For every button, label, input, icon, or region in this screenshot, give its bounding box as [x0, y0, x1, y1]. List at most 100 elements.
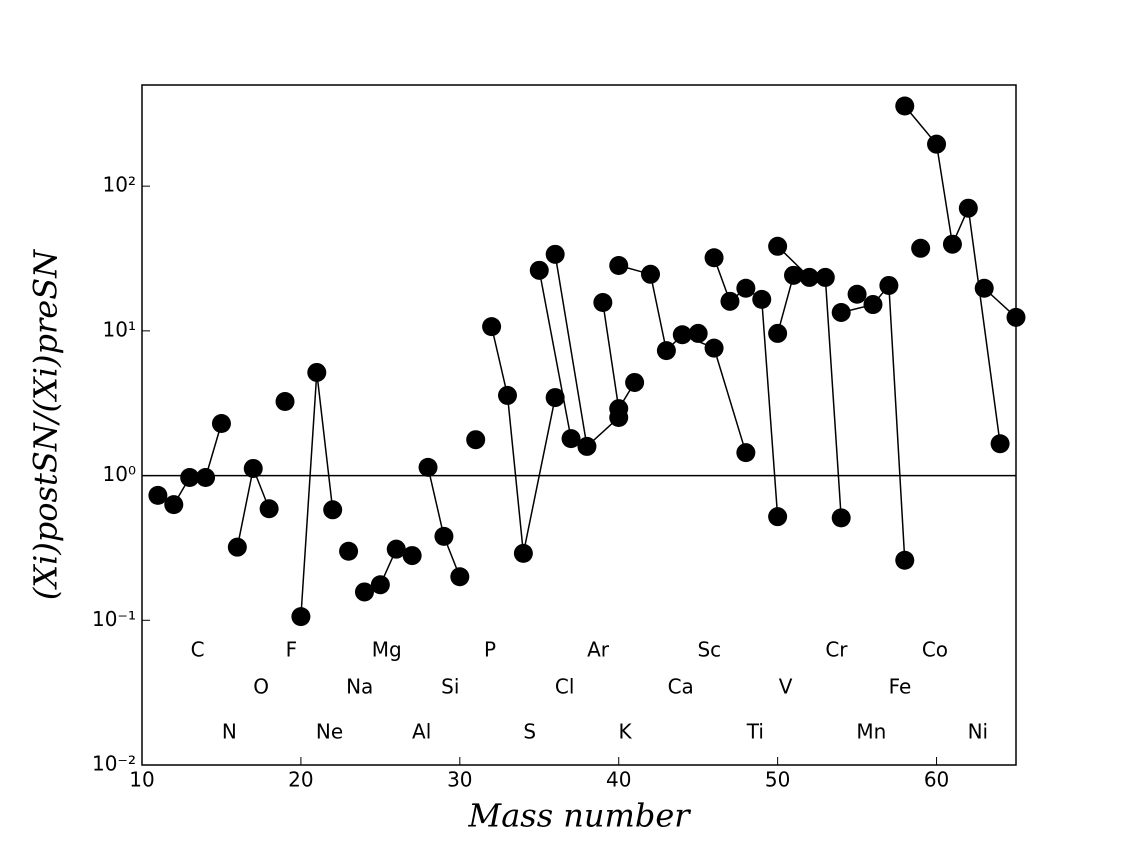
data-point	[434, 526, 454, 546]
element-label: Ti	[746, 720, 764, 744]
element-label: F	[286, 637, 298, 661]
element-label: P	[484, 637, 496, 661]
data-point	[402, 546, 422, 566]
data-point	[752, 289, 772, 309]
data-point	[895, 96, 915, 116]
data-point	[831, 302, 851, 322]
data-point	[227, 537, 247, 557]
x-tick-label: 40	[606, 768, 631, 792]
data-point	[625, 372, 645, 392]
data-point	[609, 255, 629, 275]
element-label: Mn	[856, 720, 886, 744]
data-point	[291, 607, 311, 627]
data-point	[243, 458, 263, 478]
data-point	[211, 414, 231, 434]
element-label: Ni	[968, 720, 989, 744]
x-tick-label: 20	[288, 768, 313, 792]
x-axis-label: Mass number	[467, 797, 691, 835]
data-point	[641, 264, 661, 284]
series-line	[538, 270, 572, 439]
element-label: Ca	[668, 675, 694, 699]
element-label: Cl	[555, 675, 575, 699]
x-tick-label: 10	[129, 768, 154, 792]
data-point	[799, 267, 819, 287]
data-point	[768, 507, 788, 527]
data-point	[529, 260, 549, 280]
y-tick-label: 10⁰	[103, 462, 136, 486]
data-point	[768, 236, 788, 256]
plot-frame	[141, 84, 1017, 766]
data-point	[561, 429, 581, 449]
data-point	[704, 248, 724, 268]
data-point	[847, 284, 867, 304]
data-point	[593, 293, 613, 313]
data-point	[196, 467, 216, 487]
data-point	[577, 436, 597, 456]
data-point	[784, 265, 804, 285]
element-label: Ne	[316, 720, 343, 744]
series-line	[490, 326, 556, 554]
data-point	[863, 295, 883, 315]
element-label: Ar	[587, 637, 610, 661]
data-point	[1006, 307, 1026, 327]
data-point	[545, 388, 565, 408]
data-point	[672, 325, 692, 345]
element-label: Na	[346, 675, 373, 699]
data-point	[736, 278, 756, 298]
y-axis-label: (Xi)postSN/(Xi)preSN	[27, 249, 65, 600]
data-point	[942, 234, 962, 254]
x-tick-label: 50	[765, 768, 790, 792]
x-tick-label: 30	[447, 768, 472, 792]
data-point	[148, 485, 168, 505]
data-point	[736, 443, 756, 463]
data-point	[815, 267, 835, 287]
data-point	[704, 338, 724, 358]
y-tick-label: 10⁻²	[92, 752, 136, 776]
data-point	[911, 238, 931, 258]
data-point	[609, 399, 629, 419]
data-point	[180, 467, 200, 487]
element-label: O	[253, 675, 269, 699]
element-label: Mg	[372, 637, 402, 661]
series-line	[776, 275, 795, 334]
data-point	[513, 543, 533, 563]
data-point	[450, 567, 470, 587]
y-tick-label: 10⁻¹	[92, 607, 136, 631]
y-tick-label: 10²	[103, 173, 136, 197]
data-point	[656, 341, 676, 361]
element-label: Si	[441, 675, 459, 699]
data-point	[831, 508, 851, 528]
data-point	[354, 582, 374, 602]
data-point	[386, 539, 406, 559]
element-label: C	[191, 637, 205, 661]
series-line	[841, 283, 906, 561]
data-point	[275, 391, 295, 411]
x-tick-label: 60	[924, 768, 949, 792]
data-point	[339, 541, 359, 561]
element-label: V	[779, 675, 793, 699]
data-point	[990, 434, 1010, 454]
data-point	[688, 323, 708, 343]
element-label: N	[222, 720, 237, 744]
data-point	[545, 244, 565, 264]
element-label: K	[619, 720, 633, 744]
data-point	[323, 500, 343, 520]
data-point	[466, 430, 486, 450]
element-label: Co	[922, 637, 948, 661]
data-point	[974, 278, 994, 298]
element-label: S	[523, 720, 536, 744]
data-point	[418, 457, 438, 477]
y-tick-label: 10¹	[103, 317, 136, 341]
data-point	[895, 550, 915, 570]
element-label: Cr	[825, 637, 848, 661]
data-point	[259, 499, 279, 519]
data-point	[164, 495, 184, 515]
data-point	[879, 275, 899, 295]
data-point	[720, 291, 740, 311]
data-point	[482, 317, 502, 337]
data-point	[370, 575, 390, 595]
element-label: Fe	[889, 675, 912, 699]
